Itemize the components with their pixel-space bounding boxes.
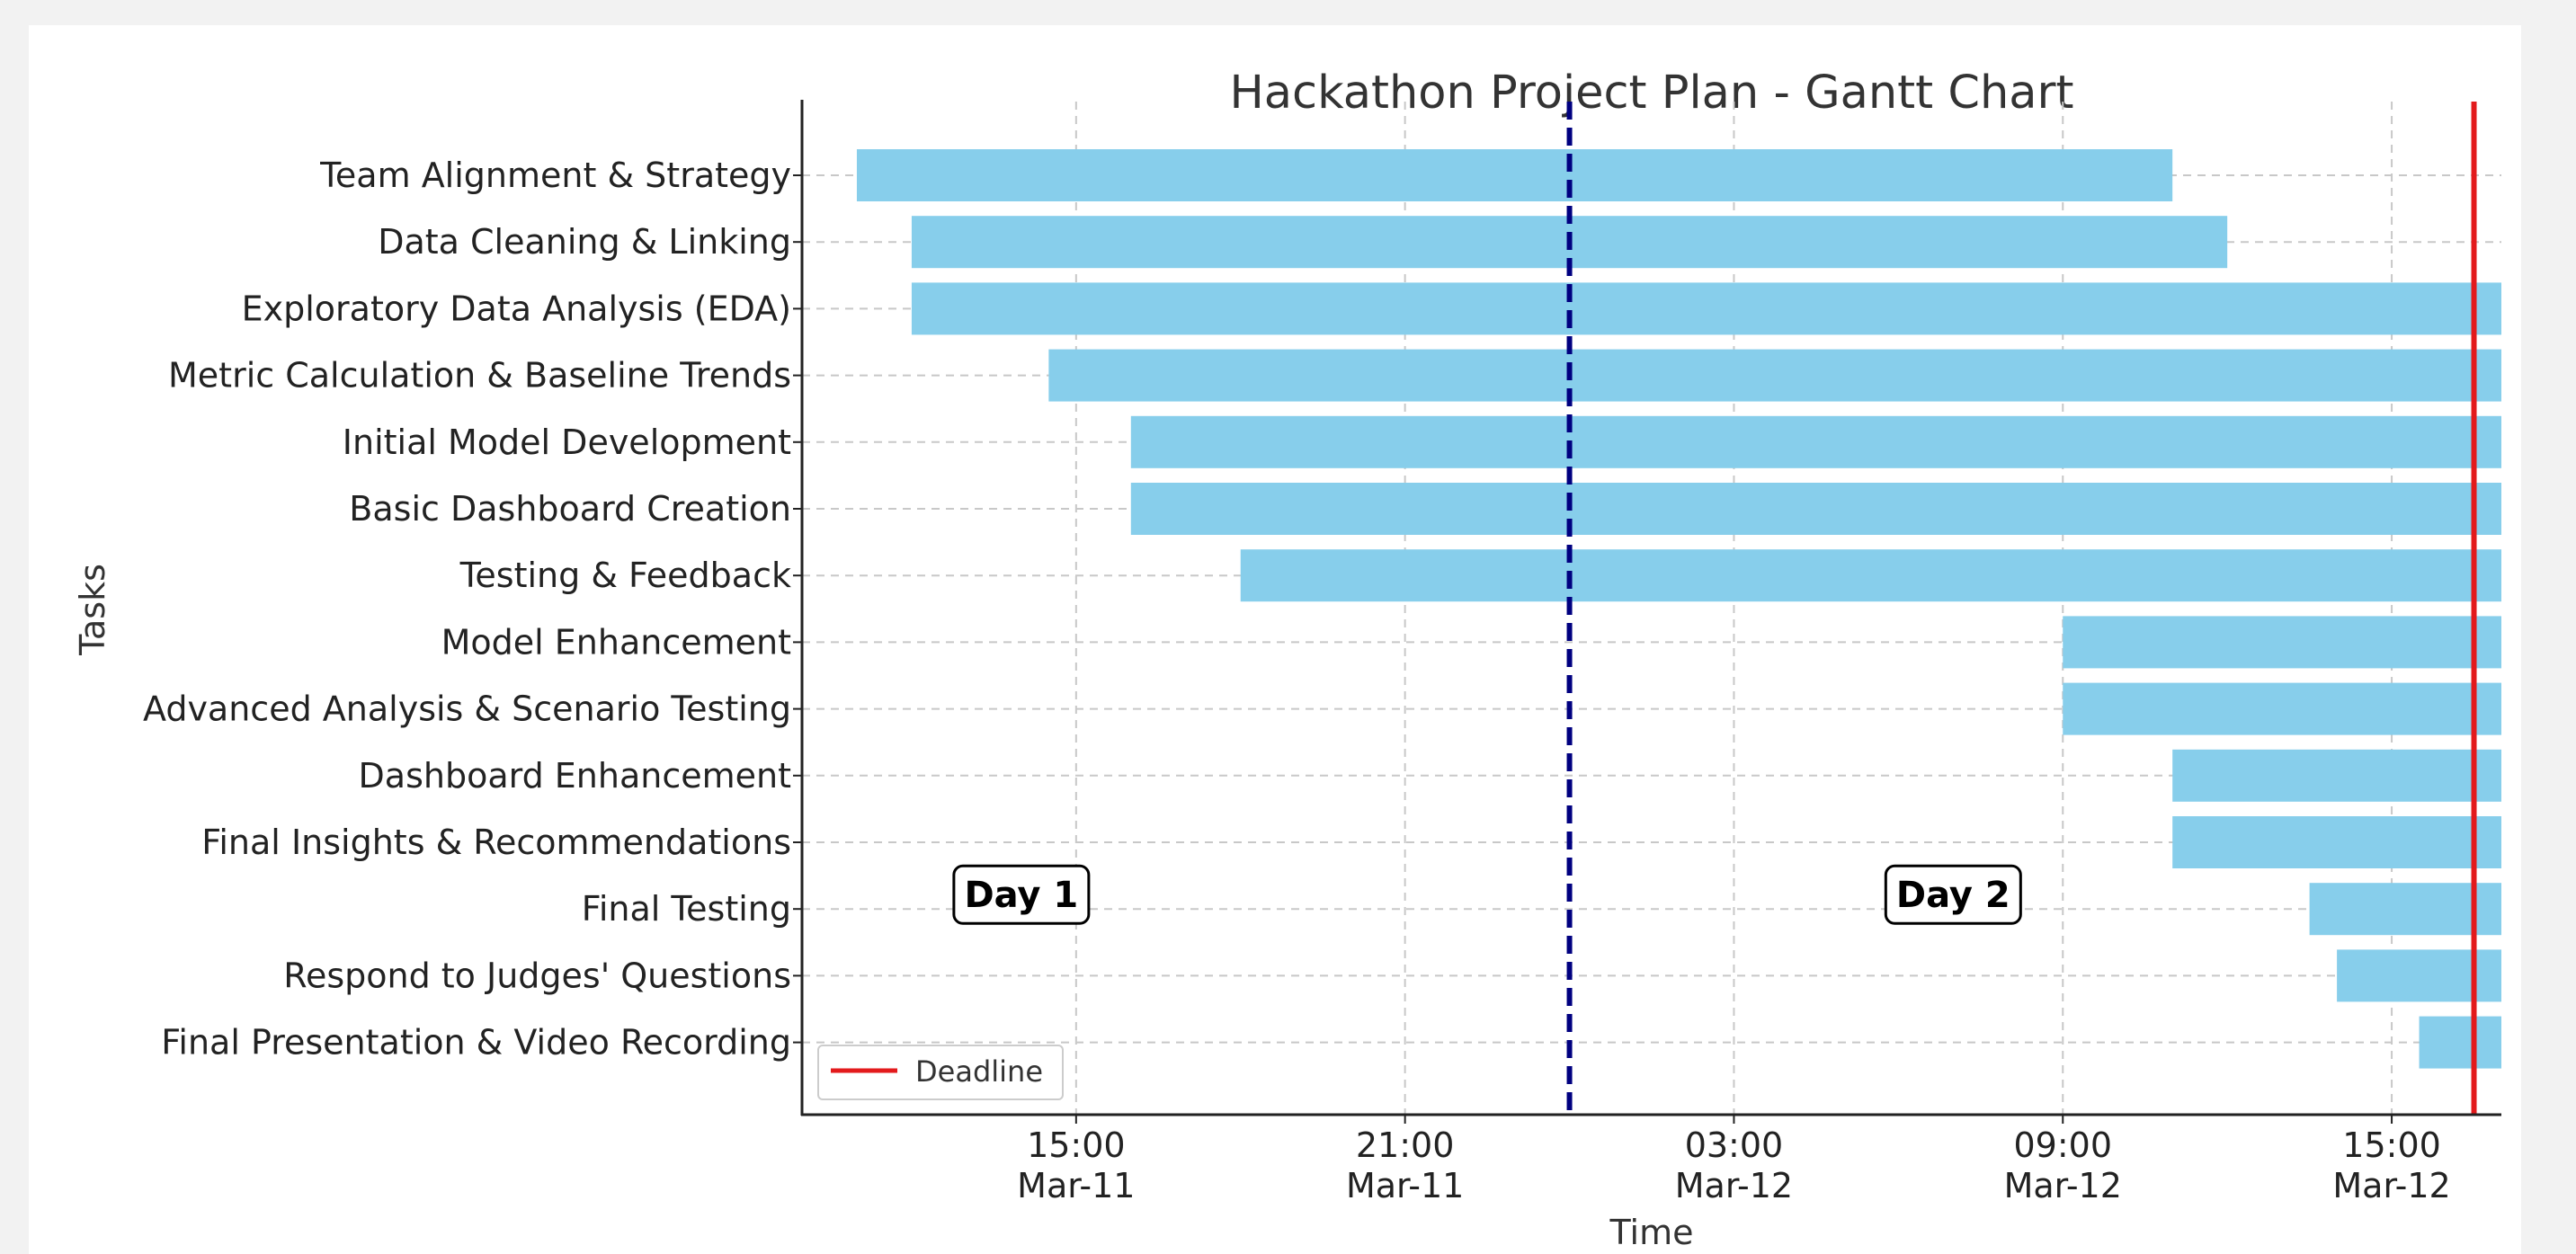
x-tick-date-label: Mar-12: [2004, 1166, 2122, 1205]
task-bar: [911, 282, 2501, 335]
day-annotation-label: Day 2: [1896, 875, 2010, 916]
y-axis-label: Tasks: [73, 564, 112, 656]
day-annotation-label: Day 1: [964, 875, 1078, 916]
x-tick-time-label: 15:00: [2342, 1125, 2441, 1165]
task-bar: [2063, 616, 2501, 669]
chart-title: Hackathon Project Plan - Gantt Chart: [1229, 67, 2073, 120]
task-bar: [1048, 349, 2501, 402]
legend: Deadline: [817, 1045, 1064, 1100]
task-bar: [1130, 415, 2501, 468]
day-annotations: Day 1 Day 2: [952, 864, 2022, 925]
day-annotation-box: [952, 864, 1091, 925]
x-tick-time-label: 21:00: [1356, 1125, 1455, 1165]
x-tick-time-label: 09:00: [2014, 1125, 2113, 1165]
task-bar: [2063, 682, 2501, 735]
gantt-chart: Hackathon Project Plan - Gantt Chart Tea…: [73, 67, 2501, 1252]
task-label: Model Enhancement: [441, 622, 791, 662]
task-bar: [1240, 549, 2501, 602]
day-annotation-box: [1884, 864, 2022, 925]
legend-deadline-label: Deadline: [915, 1054, 1043, 1089]
task-label: Testing & Feedback: [459, 556, 791, 595]
task-label: Basic Dashboard Creation: [349, 489, 791, 529]
task-label: Final Presentation & Video Recording: [161, 1023, 791, 1063]
task-bars: [856, 149, 2501, 1069]
task-bar: [2419, 1016, 2501, 1069]
task-bar: [2309, 883, 2501, 936]
task-bar: [2172, 749, 2501, 802]
x-tick-time-label: 15:00: [1027, 1125, 1126, 1165]
task-label: Final Testing: [582, 889, 791, 929]
x-axis-label: Time: [1609, 1213, 1694, 1252]
task-label: Exploratory Data Analysis (EDA): [242, 289, 791, 328]
task-label: Metric Calculation & Baseline Trends: [168, 356, 791, 396]
x-tick-date-label: Mar-12: [1675, 1166, 1793, 1205]
task-label: Data Cleaning & Linking: [378, 222, 791, 262]
x-axis-ticks: 15:00Mar-1121:00Mar-1103:00Mar-1209:00Ma…: [1017, 1115, 2451, 1205]
task-bar: [1130, 483, 2501, 535]
task-label: Initial Model Development: [343, 422, 791, 462]
task-label: Team Alignment & Strategy: [319, 156, 791, 195]
x-tick-date-label: Mar-11: [1346, 1166, 1464, 1205]
task-labels: Team Alignment & Strategy Data Cleaning &…: [143, 156, 802, 1063]
task-label: Advanced Analysis & Scenario Testing: [143, 689, 791, 729]
legend-box: [817, 1045, 1064, 1100]
axes: [800, 100, 2501, 1116]
task-label: Final Insights & Recommendations: [201, 823, 791, 862]
task-bar: [2337, 949, 2501, 1002]
x-tick-time-label: 03:00: [1685, 1125, 1784, 1165]
task-bar: [2172, 816, 2501, 868]
x-tick-date-label: Mar-11: [1017, 1166, 1135, 1205]
x-tick-date-label: Mar-12: [2332, 1166, 2450, 1205]
task-label: Dashboard Enhancement: [359, 756, 791, 796]
chart-card: Hackathon Project Plan - Gantt Chart Tea…: [29, 25, 2521, 1254]
task-label: Respond to Judges' Questions: [283, 956, 791, 995]
task-bar: [856, 149, 2173, 201]
